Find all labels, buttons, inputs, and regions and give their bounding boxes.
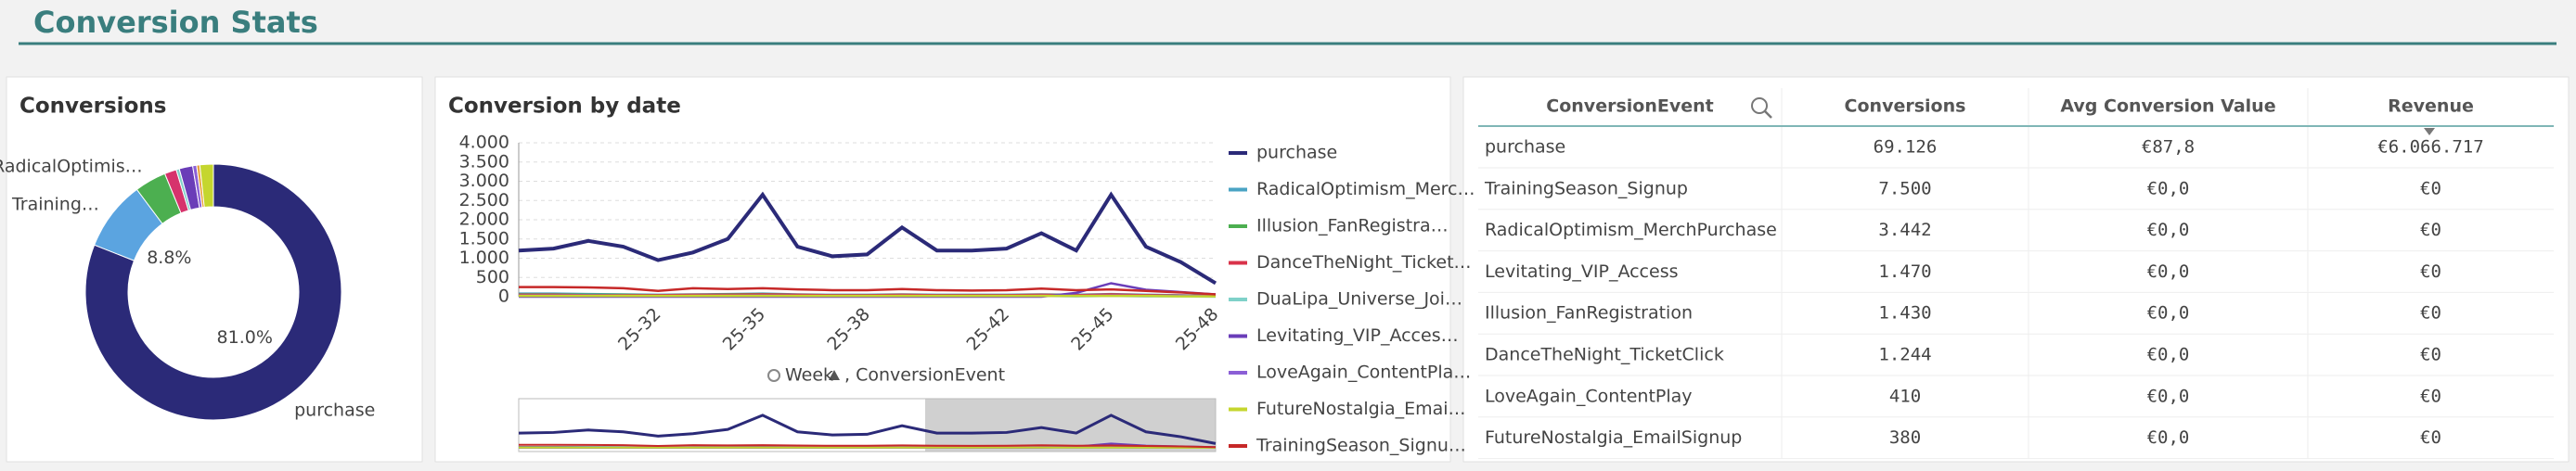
column-header: ConversionEvent — [1546, 96, 1713, 117]
legend-label: DuaLipa_Universe_Joi… — [1256, 289, 1462, 310]
table-cell: €0,0 — [2147, 261, 2190, 282]
y-tick-label: 500 — [476, 267, 509, 287]
y-tick-label: 3.500 — [459, 151, 509, 172]
table-cell: €6.066.717 — [2377, 137, 2483, 158]
legend-label: DanceTheNight_Ticket… — [1256, 252, 1472, 273]
slice-label: purchase — [294, 401, 375, 421]
line-series — [518, 191, 1217, 286]
column-header: Conversions — [1845, 96, 1966, 117]
x-axis-label: Week — [785, 365, 833, 386]
mini-line-series — [519, 443, 1217, 449]
table-cell: €0,0 — [2147, 178, 2190, 198]
column-header: Revenue — [2388, 96, 2474, 117]
table-cell: €0,0 — [2147, 220, 2190, 240]
table-cell: 1.430 — [1878, 303, 1931, 324]
table-cell: LoveAgain_ContentPlay — [1485, 386, 1693, 406]
table-cell: RadicalOptimism_MerchPurchase — [1485, 220, 1777, 240]
y-tick-label: 3.000 — [459, 171, 509, 191]
mini-line-series — [518, 414, 1217, 445]
table-cell: €0 — [2420, 427, 2441, 448]
table-cell: 7.500 — [1878, 178, 1931, 198]
range-selector — [925, 399, 1216, 452]
pie-slice — [84, 163, 342, 421]
table-cell: 1.244 — [1878, 345, 1931, 365]
table-cell: 1.470 — [1878, 261, 1931, 282]
search-icon[interactable] — [1764, 110, 1772, 119]
panel-title: Conversion by date — [448, 95, 681, 119]
table-cell: €0,0 — [2147, 386, 2190, 406]
legend-label: Illusion_FanRegistra… — [1256, 216, 1449, 236]
table-cell: purchase — [1485, 137, 1565, 158]
y-tick-label: 4.000 — [459, 133, 509, 153]
line-series — [519, 286, 1217, 296]
table-cell: 3.442 — [1878, 220, 1931, 240]
slice-value-label: 81.0% — [217, 327, 273, 348]
legend-label: Levitating_VIP_Acces… — [1256, 325, 1459, 346]
page-title: Conversion Stats — [33, 5, 318, 40]
table-cell: FutureNostalgia_EmailSignup — [1485, 427, 1742, 448]
table-cell: €0 — [2420, 303, 2441, 324]
panel — [1462, 76, 2570, 463]
y-tick-label: 1.000 — [459, 248, 509, 268]
sort-icon[interactable] — [829, 370, 840, 380]
table-cell: Illusion_FanRegistration — [1485, 303, 1693, 324]
table-cell: €0 — [2420, 386, 2441, 406]
table-cell: €0 — [2420, 261, 2441, 282]
mini-chart-frame — [518, 398, 1217, 452]
table-cell: €0,0 — [2147, 427, 2190, 448]
legend-label: FutureNostalgia_Emai… — [1256, 399, 1466, 419]
sort-indicator — [2424, 128, 2435, 135]
table-cell: Levitating_VIP_Access — [1485, 261, 1679, 282]
search-icon[interactable] — [1751, 97, 1768, 114]
y-tick-label: 0 — [498, 286, 509, 307]
table-cell: 69.126 — [1874, 137, 1938, 158]
y-tick-label: 2.500 — [459, 190, 509, 210]
table-cell: €0 — [2420, 178, 2441, 198]
table-cell: €0,0 — [2147, 303, 2190, 324]
table-cell: €87,8 — [2142, 137, 2195, 158]
sort-icon[interactable] — [767, 369, 780, 382]
slice-value-label: 8.8% — [147, 248, 191, 268]
legend-label: TrainingSeason_Signu… — [1256, 436, 1466, 456]
legend-label: RadicalOptimism_Merc… — [1256, 179, 1475, 199]
table-cell: TrainingSeason_Signup — [1484, 178, 1688, 198]
legend-label: LoveAgain_ContentPla… — [1256, 363, 1471, 383]
x-axis-label: , ConversionEvent — [844, 365, 1005, 386]
legend-label: purchase — [1256, 143, 1337, 163]
table-cell: €0 — [2420, 220, 2441, 240]
y-tick-label: 1.500 — [459, 228, 509, 248]
y-tick-label: 2.000 — [459, 210, 509, 230]
table-cell: €0,0 — [2147, 345, 2190, 365]
table-cell: DanceTheNight_TicketClick — [1485, 345, 1724, 365]
slice-label: RadicalOptimis… — [0, 157, 143, 177]
panel-title: Conversions — [19, 95, 166, 119]
column-header: Avg Conversion Value — [2060, 96, 2275, 117]
table-cell: 410 — [1889, 386, 1921, 406]
table-cell: €0 — [2420, 345, 2441, 365]
table-cell: 380 — [1889, 427, 1921, 448]
panel — [434, 76, 1451, 463]
pie-slice — [199, 163, 214, 209]
slice-label: Training… — [11, 194, 99, 214]
